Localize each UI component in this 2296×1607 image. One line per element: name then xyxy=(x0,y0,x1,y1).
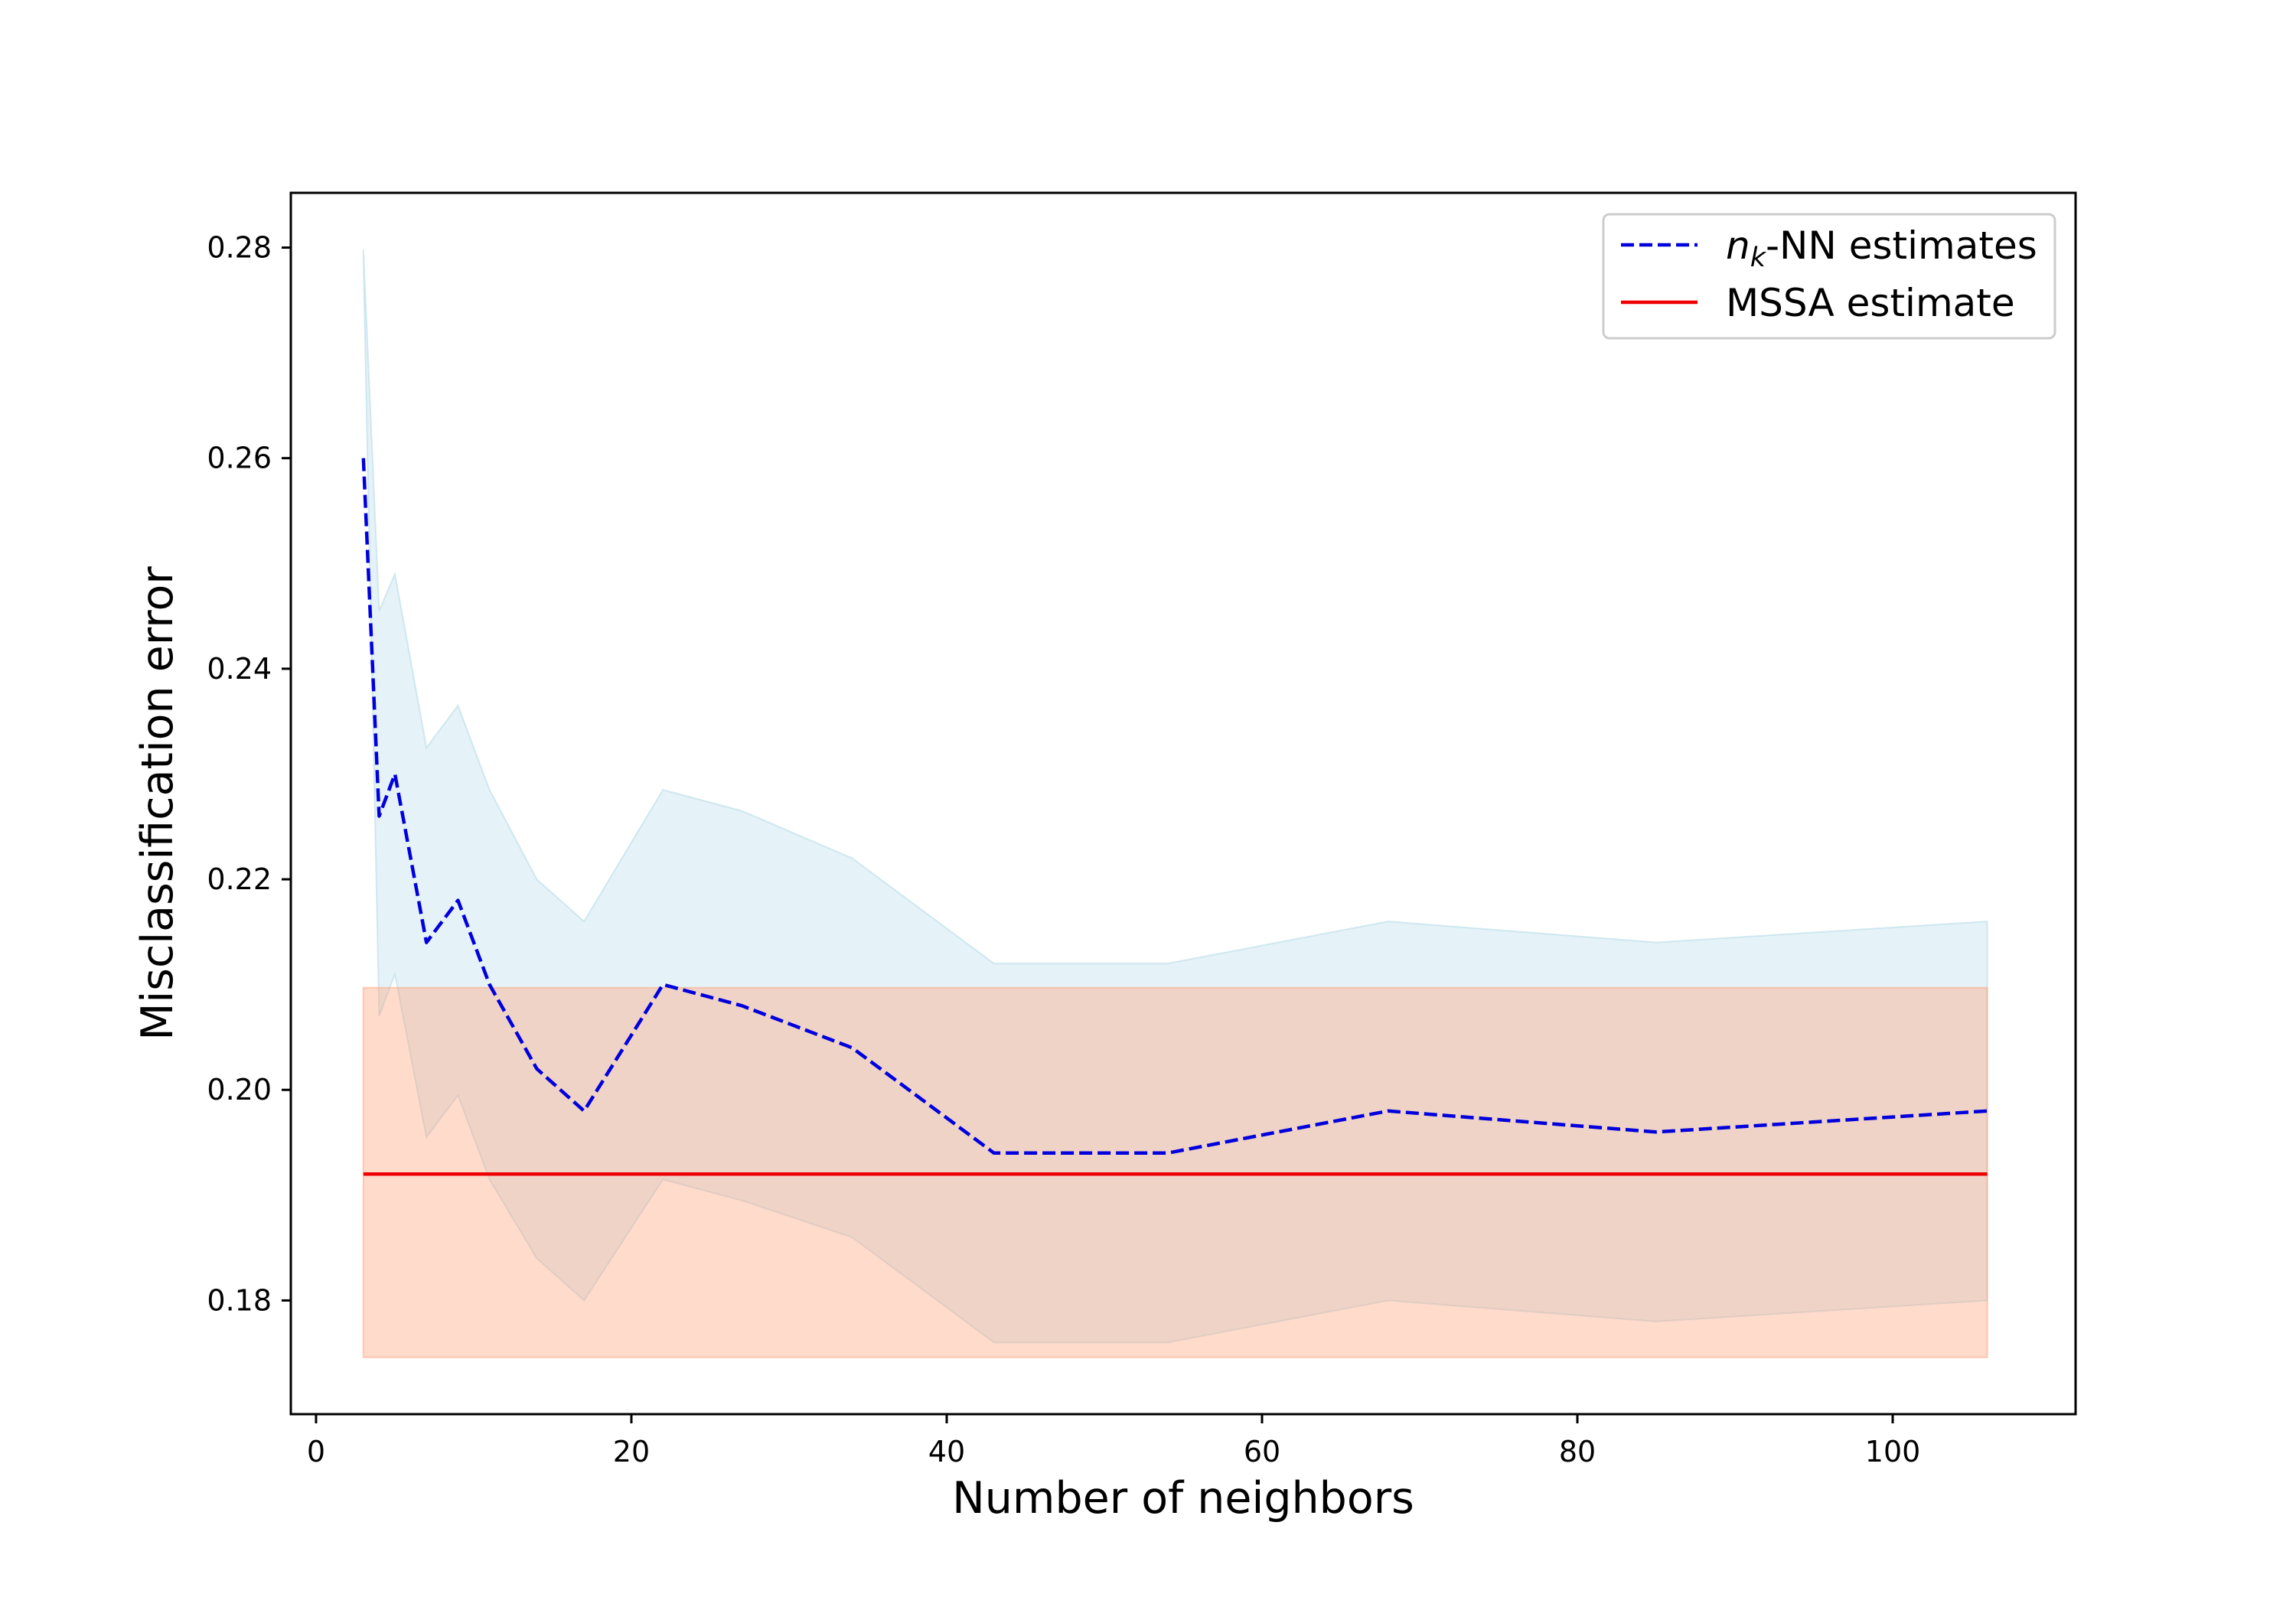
legend-frame xyxy=(1602,213,2056,340)
y-tick-label: 0.20 xyxy=(207,1073,272,1107)
legend-label-nk-nn-rest: -NN estimates xyxy=(1766,223,2037,268)
y-tick-label: 0.28 xyxy=(207,231,272,265)
legend-label-nk-nn-k: k xyxy=(1750,243,1767,273)
x-tick-label: 80 xyxy=(1559,1435,1596,1468)
y-tick-label: 0.18 xyxy=(207,1283,272,1317)
x-axis-label: Number of neighbors xyxy=(952,1473,1414,1524)
y-tick-label: 0.22 xyxy=(207,862,272,896)
y-axis-ticks: 0.18 0.20 0.22 0.24 0.26 0.28 xyxy=(207,231,291,1317)
legend-label-nk-nn: nk-NN estimates xyxy=(1726,223,2037,273)
x-axis-ticks: 0 20 40 60 80 100 xyxy=(307,1414,1920,1468)
y-tick-label: 0.26 xyxy=(207,442,272,475)
legend-label-nk-nn-n: n xyxy=(1726,223,1750,268)
x-tick-label: 100 xyxy=(1865,1435,1921,1468)
series-lines xyxy=(361,458,1988,1176)
plot-area-frame xyxy=(289,191,2077,1416)
series-line-nk-nn xyxy=(361,458,1988,1156)
legend-label-mssa: MSSA estimate xyxy=(1726,281,2015,325)
x-tick-label: 20 xyxy=(613,1435,650,1468)
x-tick-label: 0 xyxy=(307,1435,325,1468)
x-tick-label: 60 xyxy=(1244,1435,1280,1468)
legend: nk-NN estimates MSSA estimate xyxy=(1602,213,2056,340)
y-axis-label: Misclassification error xyxy=(132,566,183,1041)
x-tick-label: 40 xyxy=(928,1435,965,1468)
y-tick-label: 0.24 xyxy=(207,652,272,686)
